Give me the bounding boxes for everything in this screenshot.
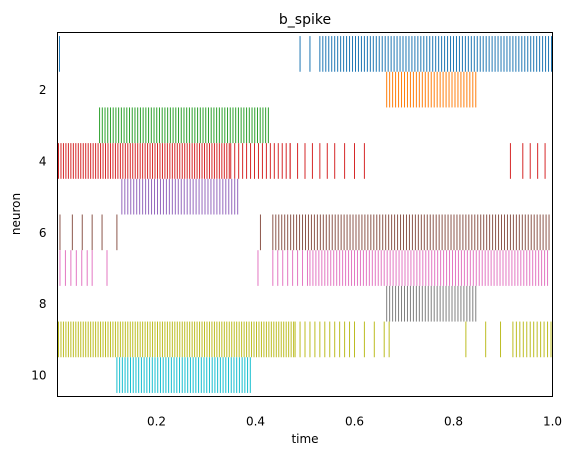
chart-title: b_spike xyxy=(279,12,331,28)
spike-train-neuron-10 xyxy=(116,357,251,393)
x-tick-label: 0.4 xyxy=(246,415,265,429)
spike-train-neuron-6 xyxy=(59,214,550,251)
spike-train-neuron-8 xyxy=(386,285,477,322)
spike-train-neuron-2 xyxy=(386,71,477,108)
spike-train-neuron-5 xyxy=(121,178,239,215)
y-tick-label: 2 xyxy=(39,83,47,97)
spike-train-neuron-4 xyxy=(57,143,546,179)
spike-layer xyxy=(57,36,553,393)
y-tick-label: 10 xyxy=(31,369,46,383)
x-axis-label: time xyxy=(291,432,318,446)
spike-train-neuron-7 xyxy=(59,250,549,286)
plot-frame xyxy=(57,32,553,397)
x-tick-label: 1.0 xyxy=(543,415,562,429)
y-axis-label: neuron xyxy=(9,193,23,235)
x-axis-ticks: 0.2 0.4 0.6 0.8 1.0 xyxy=(147,415,562,429)
spike-train-neuron-9 xyxy=(57,321,552,358)
x-tick-label: 0.2 xyxy=(147,415,166,429)
y-tick-label: 8 xyxy=(39,297,47,311)
y-axis-ticks: 2 4 6 8 10 xyxy=(31,83,46,382)
x-tick-label: 0.8 xyxy=(444,415,463,429)
x-tick-label: 0.6 xyxy=(345,415,364,429)
spike-train-neuron-3 xyxy=(99,107,269,144)
y-tick-label: 6 xyxy=(39,226,47,240)
y-tick-label: 4 xyxy=(39,154,47,168)
spike-train-neuron-1 xyxy=(58,36,553,72)
